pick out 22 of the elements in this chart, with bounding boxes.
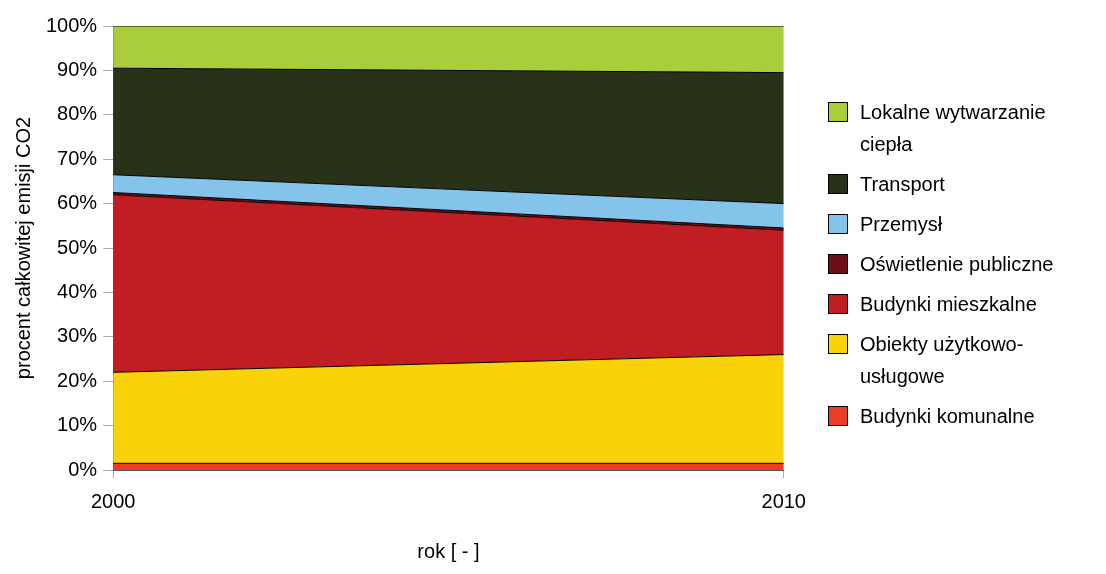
y-tick-label: 20%: [57, 368, 98, 391]
legend-label: Budynki mieszkalne: [860, 292, 1037, 317]
y-tick-label: 30%: [57, 324, 98, 347]
y-tick-label: 80%: [57, 102, 98, 125]
legend-label: Lokalne wytwarzanie ciepła: [860, 100, 1047, 157]
legend-label: Transport: [860, 172, 945, 197]
legend-label: Oświetlenie publiczne: [860, 252, 1054, 277]
legend-label: Obiekty użytkowo-usługowe: [860, 332, 1025, 389]
y-tick-label: 60%: [57, 191, 98, 214]
x-axis-title: rok [ - ]: [417, 539, 480, 562]
y-axis-title: procent całkowitej emisji CO2: [11, 116, 34, 380]
y-tick-label: 10%: [57, 413, 98, 436]
legend-label: Przemysł: [860, 212, 943, 237]
y-tick-label: 90%: [57, 57, 98, 80]
x-tick-label: 2010: [761, 489, 806, 512]
y-tick-label: 40%: [57, 279, 98, 302]
y-tick-label: 100%: [46, 13, 98, 36]
y-tick-label: 0%: [68, 457, 98, 480]
y-tick-label: 50%: [57, 235, 98, 258]
y-tick-label: 70%: [57, 146, 98, 169]
x-tick-label: 2000: [90, 489, 136, 512]
legend-label: Budynki komunalne: [860, 404, 1035, 429]
